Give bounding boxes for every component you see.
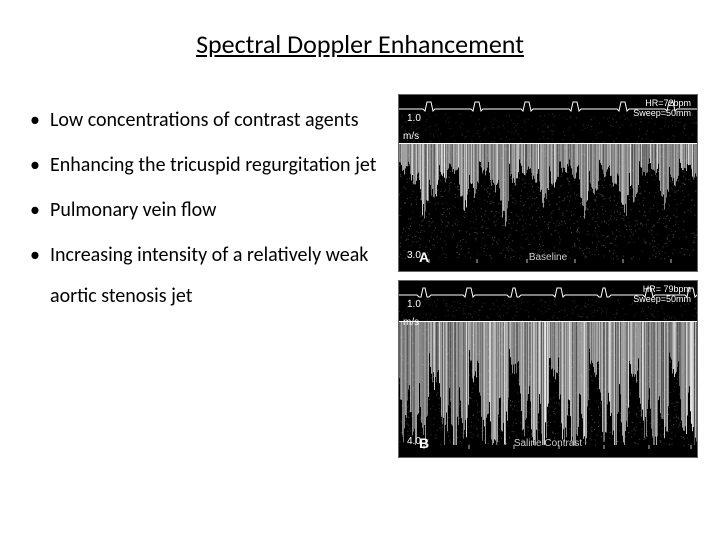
hr-text: HR=72bpm xyxy=(645,98,691,108)
hr-text: HR= 79bpm xyxy=(643,284,691,294)
bullet-item: Pulmonary vein flow xyxy=(30,190,400,231)
caption-b: Saline Contrast xyxy=(399,438,697,449)
bullet-list: Low concentrations of contrast agents En… xyxy=(30,100,400,321)
meta-text-a: HR=72bpm Sweep=50mm xyxy=(633,99,691,119)
caption-a: Baseline xyxy=(399,252,697,263)
baseline-line-a xyxy=(399,143,697,144)
bullet-item: Low concentrations of contrast agents xyxy=(30,100,400,141)
doppler-svg-b xyxy=(399,281,698,458)
scale-unit-a: m/s xyxy=(403,131,419,142)
bullet-item: Enhancing the tricuspid regurgitation je… xyxy=(30,145,400,186)
slide: Spectral Doppler Enhancement Low concent… xyxy=(0,0,720,540)
baseline-line-b xyxy=(399,321,697,322)
meta-text-b: HR= 79bpm Sweep=50mm xyxy=(633,285,691,305)
sweep-text: Sweep=50mm xyxy=(633,108,691,118)
doppler-panel-b: HR= 79bpm Sweep=50mm 1.0 m/s 4.0 B Salin… xyxy=(398,280,698,458)
sweep-text: Sweep=50mm xyxy=(633,294,691,304)
doppler-panel-a: HR=72bpm Sweep=50mm 1.0 m/s 3.0 A Baseli… xyxy=(398,94,698,272)
slide-title: Spectral Doppler Enhancement xyxy=(0,28,720,60)
scale-unit-b: m/s xyxy=(403,317,419,328)
doppler-svg-a xyxy=(399,95,698,272)
scale-top-a: 1.0 xyxy=(407,113,421,124)
bullet-item: Increasing intensity of a relatively wea… xyxy=(30,235,400,317)
image-column: HR=72bpm Sweep=50mm 1.0 m/s 3.0 A Baseli… xyxy=(398,94,698,466)
scale-top-b: 1.0 xyxy=(407,299,421,310)
